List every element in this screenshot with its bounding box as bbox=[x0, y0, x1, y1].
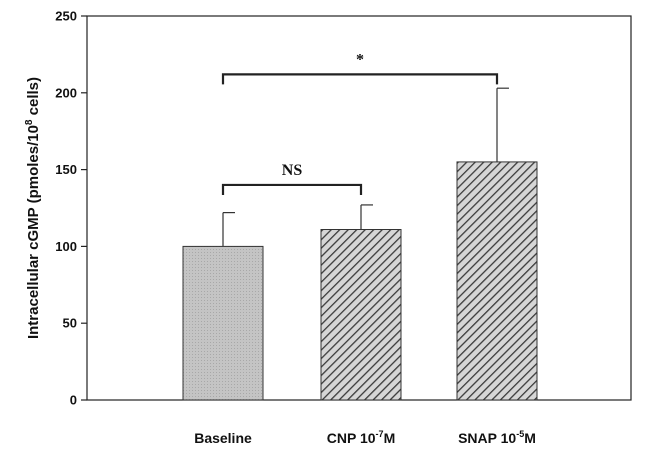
significance-annotations: NS * bbox=[221, 51, 499, 195]
error-bar bbox=[222, 212, 235, 247]
y-tick-label: 100 bbox=[55, 239, 77, 254]
y-axis-label: Intracellular cGMP (pmoles/108 cells) bbox=[24, 77, 42, 339]
y-axis-ticks: 0 50 100 150 200 250 bbox=[55, 9, 87, 408]
y-tick-label: 200 bbox=[55, 85, 77, 100]
significance-bracket bbox=[221, 183, 363, 195]
y-tick-label: 0 bbox=[70, 393, 77, 408]
significance-label: NS bbox=[282, 162, 303, 179]
x-tick-label: SNAP 10-5M bbox=[458, 429, 536, 446]
y-tick-label: 50 bbox=[63, 316, 77, 331]
error-bar bbox=[360, 204, 373, 230]
bar bbox=[320, 229, 402, 401]
bar bbox=[456, 161, 538, 401]
x-tick-label: Baseline bbox=[194, 430, 252, 446]
significance-bracket bbox=[221, 73, 499, 85]
error-bar bbox=[496, 87, 509, 162]
y-tick-label: 150 bbox=[55, 162, 77, 177]
bar bbox=[182, 245, 264, 401]
x-tick-label: CNP 10-7M bbox=[327, 429, 395, 446]
significance-label: * bbox=[356, 51, 364, 68]
y-tick-label: 250 bbox=[55, 9, 77, 24]
bars-group bbox=[182, 87, 538, 401]
x-axis-labels: Baseline CNP 10-7M SNAP 10-5M bbox=[194, 429, 536, 446]
